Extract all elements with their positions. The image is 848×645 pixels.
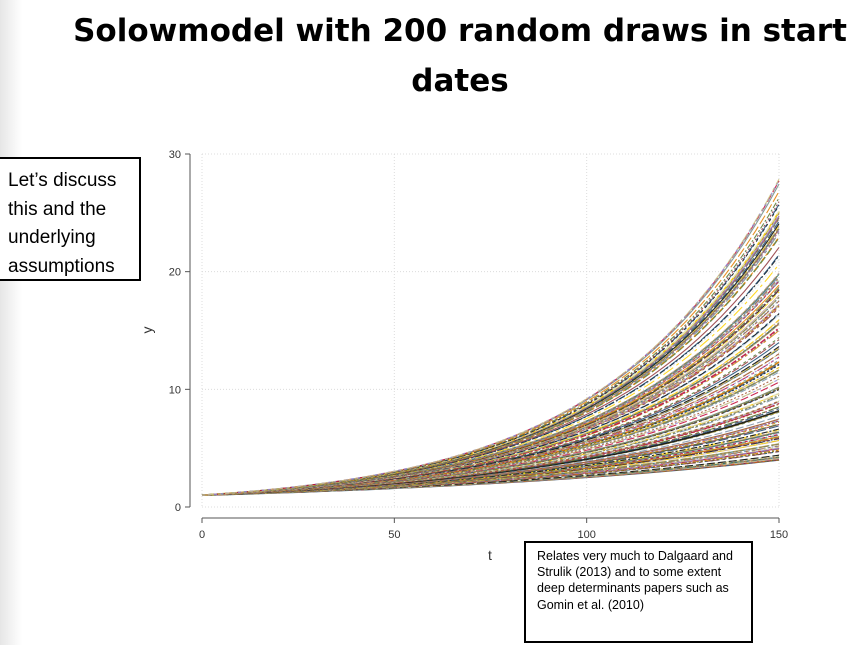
series-line: [201, 415, 780, 496]
slide-title-line-1: Solowmodel with 200 random draws in star…: [73, 13, 847, 49]
x-tick-label: 0: [199, 529, 205, 541]
slide-title-line-2: dates: [411, 63, 509, 99]
series-line: [201, 178, 780, 496]
reference-callout: Relates very much to Dalgaard and Struli…: [524, 541, 753, 643]
y-tick-label: 20: [169, 267, 181, 279]
discussion-callout: Let’s discuss this and the underlying as…: [0, 157, 141, 281]
x-tick-label: 150: [770, 529, 788, 541]
series-line: [201, 273, 780, 496]
series-line: [201, 210, 780, 496]
y-tick-label: 30: [169, 149, 181, 161]
x-tick-label: 50: [388, 529, 400, 541]
series-line: [201, 454, 780, 496]
axis-labels: t y: [139, 327, 492, 564]
x-axis-title: t: [488, 547, 492, 563]
slide-title: Solowmodel with 200 random draws in star…: [60, 6, 848, 106]
y-axis-title: y: [139, 327, 155, 334]
y-tick-label: 0: [175, 502, 181, 514]
x-tick-label: 100: [577, 529, 595, 541]
series-line: [201, 313, 780, 496]
y-tick-label: 10: [169, 384, 181, 396]
axes: 0 10 20 30 0 50 100 150: [169, 149, 788, 541]
series-lines: [201, 178, 780, 496]
